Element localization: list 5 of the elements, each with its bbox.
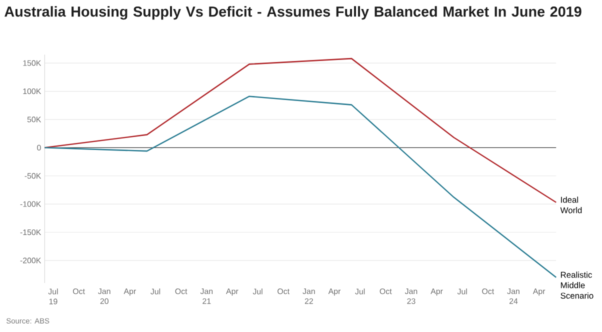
chart-title: Australia Housing Supply Vs Deficit - Assumes Fully Balanced Market In June 2019 xyxy=(4,6,582,20)
line-series xyxy=(44,96,557,278)
series-label: Realistic Middle Scenario xyxy=(560,272,594,299)
series-label: Ideal World xyxy=(560,196,582,214)
line-series xyxy=(44,58,557,204)
